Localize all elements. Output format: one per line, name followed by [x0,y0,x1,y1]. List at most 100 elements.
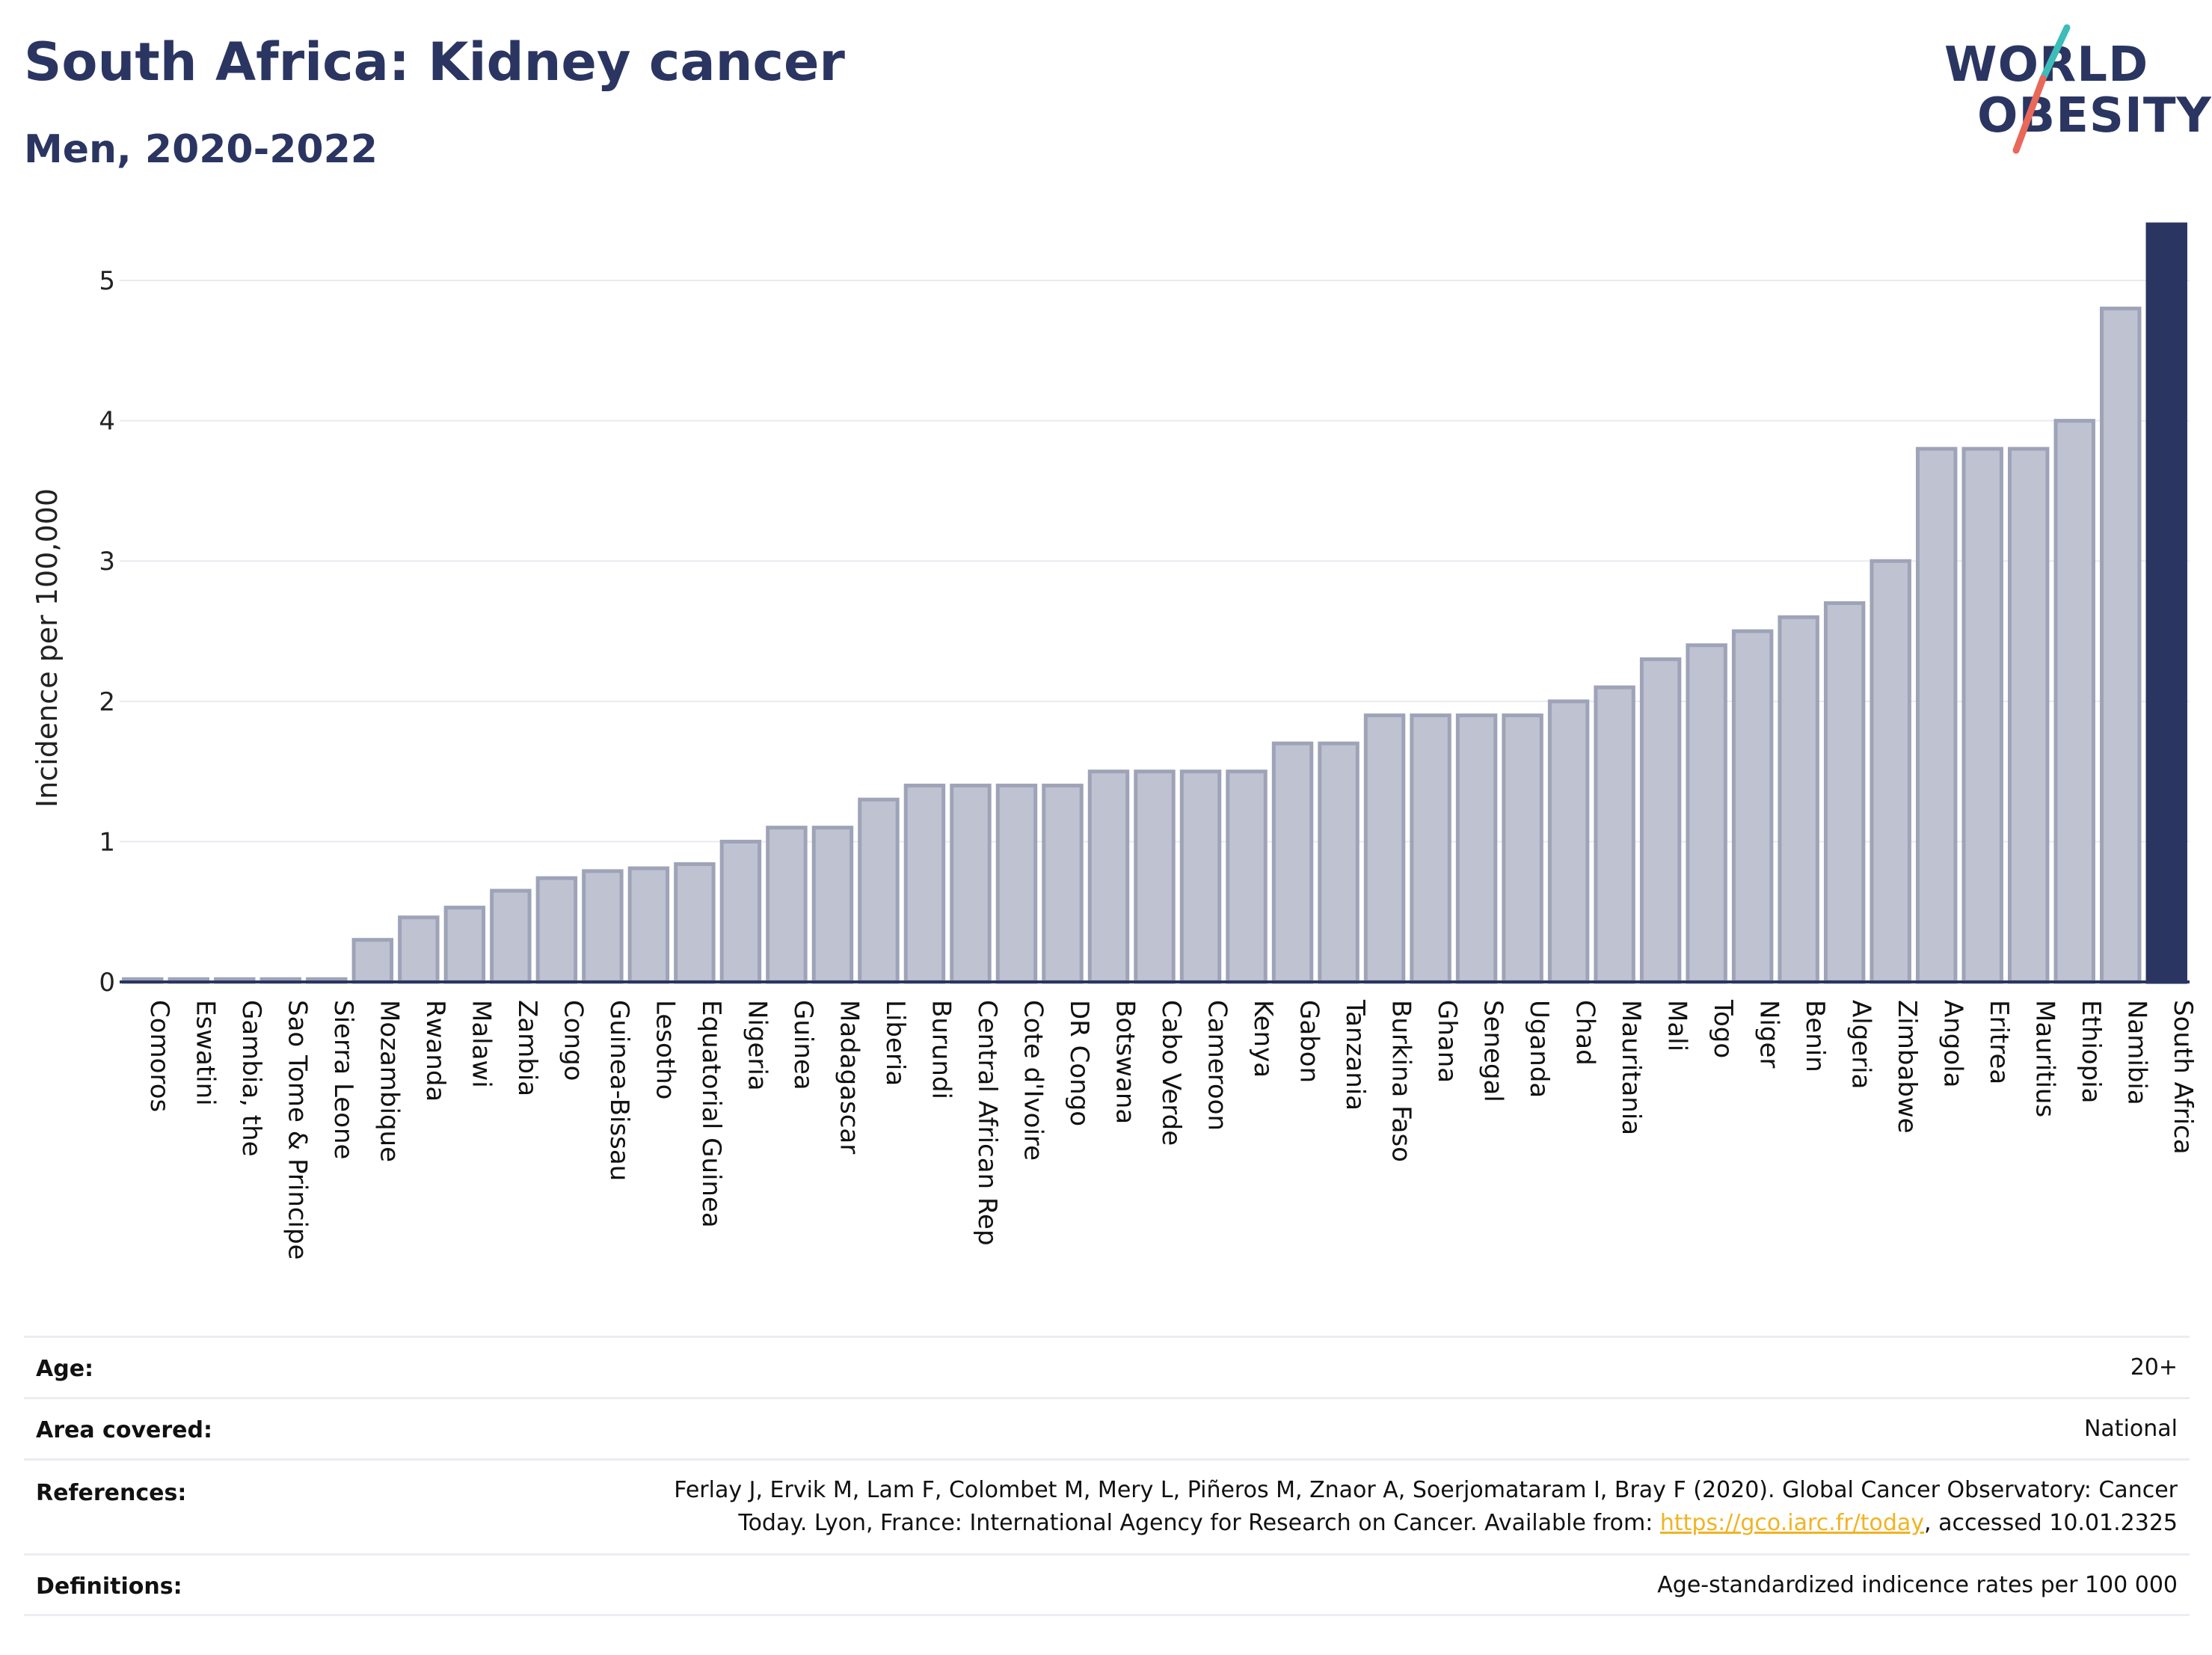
bar [627,866,670,984]
x-tick-label: Comoros [144,1000,174,1112]
x-tick-label: Uganda [1524,1000,1554,1098]
y-tick-label: 0 [99,968,115,998]
bar [1179,770,1222,984]
x-tick-label: Mozambique [374,1000,404,1162]
references-label: References: [36,1480,187,1506]
x-tick-label: Algeria [1846,1000,1876,1089]
x-tick-label: Sao Tome & Principe [282,1000,312,1260]
y-axis-label: Incidence per 100,000 [31,488,64,808]
x-tick-label: Ethiopia [2076,1000,2106,1103]
x-tick-label: Senegal [1478,1000,1508,1102]
x-tick-label: Lesotho [650,1000,680,1099]
x-tick-label: Namibia [2122,1000,2152,1105]
x-tick-label: Gabon [1294,1000,1324,1083]
bar [1318,741,1360,984]
bar [1087,770,1130,984]
x-tick-label: Liberia [880,1000,910,1086]
x-tick-label: DR Congo [1064,1000,1094,1126]
bar [1502,713,1543,984]
bar [1870,559,1911,984]
age-label: Age: [36,1356,94,1382]
bar [1363,713,1406,984]
x-tick-label: Eritrea [1984,1000,2014,1084]
y-tick-label: 3 [99,547,115,577]
x-tick-label: Ghana [1432,1000,1462,1083]
age-value: 20+ [2130,1354,2178,1381]
meta-row-definitions: Definitions: Age-standardized indicence … [24,1553,2190,1615]
bar [535,876,578,984]
x-tick-label: Kenya [1248,1000,1278,1078]
bar [582,869,624,984]
x-tick-label: Tanzania [1340,999,1370,1111]
bar [2100,307,2142,984]
meta-row-references: References: Ferlay J, Ervik M, Lam F, Co… [24,1458,2190,1555]
page-title: South Africa: Kidney cancer [24,31,845,93]
bar [719,839,762,984]
bar [398,915,440,984]
x-tick-label: Gambia, the [236,1000,266,1157]
x-tick-label: Togo [1708,999,1738,1058]
y-tick-label: 1 [99,827,115,857]
bar [950,783,992,984]
bar [443,906,486,984]
bar [1226,770,1268,984]
bar [903,783,946,984]
x-tick-label: Zambia [512,1000,542,1096]
x-tick-label: Niger [1754,1000,1784,1068]
x-tick-label: Sierra Leone [328,1000,358,1159]
references-link[interactable]: https://gco.iarc.fr/today [1659,1510,1925,1536]
bar [1686,643,1727,984]
x-tick-label: Zimbabwe [1892,1000,1922,1134]
x-tick-label: Nigeria [742,1000,772,1091]
references-line1: Ferlay J, Ervik M, Lam F, Colombet M, Me… [674,1477,2178,1503]
y-tick-label: 4 [99,407,115,437]
bar [2007,446,2050,984]
bar [490,888,532,984]
bar [1731,629,1774,984]
x-tick-label: Central African Rep [972,1000,1002,1246]
x-tick-label: Botswana [1110,1000,1140,1124]
bar [766,826,808,984]
x-tick-label: Cote d'Ivoire [1018,1000,1048,1161]
page-subtitle: Men, 2020-2022 [24,127,378,172]
definitions-label: Definitions: [36,1573,182,1600]
logo-line2: OBESITY [1977,88,2212,144]
y-tick-label: 5 [99,266,115,296]
x-tick-label: Burundi [926,1000,956,1099]
x-tick-label: Madagascar [834,1000,864,1154]
references-line2: Today. Lyon, France: International Agenc… [674,1507,2178,1540]
x-tick-label: Malawi [466,1000,496,1088]
x-tick-label: Benin [1800,1000,1830,1072]
meta-row-age: Age: 20+ [24,1336,2190,1398]
bar [674,862,716,984]
x-tick-label: Mauritania [1616,1000,1646,1135]
bar [351,938,394,984]
bar [1410,713,1451,984]
x-tick-label: South Africa [2168,1000,2198,1155]
area-label: Area covered: [36,1417,212,1443]
bar [1639,657,1682,984]
bar [1594,685,1635,984]
references-line2-post: , accessed 10.01.2325 [1924,1510,2178,1536]
x-tick-label: Eswatini [190,1000,220,1106]
bar [1547,699,1590,984]
x-tick-label: Guinea-Bissau [604,1000,634,1181]
bar [1823,601,1866,984]
x-tick-label: Cabo Verde [1156,1000,1186,1146]
x-tick-label: Rwanda [420,1000,450,1102]
x-tick-label: Burkina Faso [1386,1000,1416,1162]
bar [995,783,1038,984]
bar [1042,783,1084,984]
logo-slash-icon [2012,24,2071,154]
meta-row-area: Area covered: National [24,1397,2190,1459]
bar [811,826,854,984]
bar-chart: 0 1 2 3 4 5 Incidence per 100,000 Comoros Eswati… [31,222,2198,1260]
bar [858,797,900,984]
references-line2-pre: Today. Lyon, France: International Agenc… [738,1510,1660,1536]
x-tick-label: Chad [1570,1000,1600,1066]
definitions-value: Age-standardized indicence rates per 100… [1657,1572,2178,1598]
bar [2053,419,2095,984]
bar [1134,770,1176,984]
x-tick-label: Cameroon [1202,1000,1232,1131]
bar [1961,446,2003,984]
